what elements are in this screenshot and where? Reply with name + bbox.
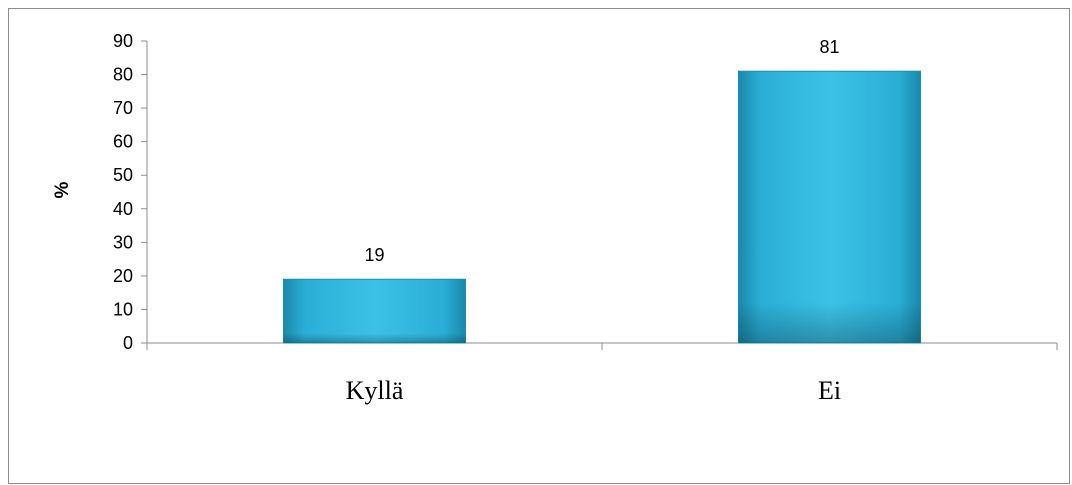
y-tick-label: 50 — [113, 165, 133, 185]
x-ticks — [146, 343, 1058, 350]
y-tick-label: 80 — [113, 65, 133, 85]
y-tick-label: 60 — [113, 132, 133, 152]
data-label: 19 — [364, 245, 384, 265]
labels: 19 Kyllä 81 Ei — [346, 37, 841, 405]
bars — [283, 70, 921, 344]
y-axis-title: % — [52, 181, 73, 198]
data-label: 81 — [819, 37, 839, 57]
category-label: Ei — [818, 376, 841, 405]
y-tick-label: 0 — [123, 333, 133, 353]
y-tick-label: 40 — [113, 199, 133, 219]
y-tick-label: 70 — [113, 98, 133, 118]
category-label: Kyllä — [346, 376, 404, 405]
bar-shade — [283, 279, 466, 343]
y-tick-label: 30 — [113, 232, 133, 252]
y-tick-label: 90 — [113, 31, 133, 51]
y-tick-label: 20 — [113, 266, 133, 286]
bar-shade — [738, 71, 921, 343]
y-tick-label: 10 — [113, 299, 133, 319]
y-ticks: 0 10 20 30 40 50 60 70 80 90 — [113, 31, 147, 353]
